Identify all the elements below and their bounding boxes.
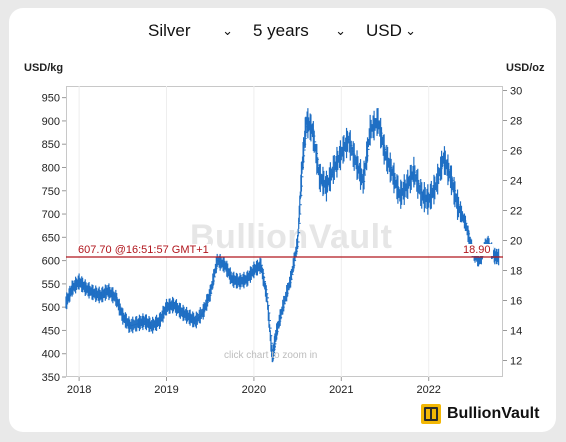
y2-tick-label: 26: [510, 146, 522, 158]
y-tick-label: 400: [42, 349, 60, 361]
y-tick-label: 850: [42, 139, 60, 151]
y2-tick-label: 22: [510, 206, 522, 218]
y2-tick-label: 16: [510, 296, 522, 308]
current-price-time: @16:51:57 GMT+1: [114, 244, 209, 256]
y-tick-label: 950: [42, 93, 60, 105]
y-tick-label: 700: [42, 209, 60, 221]
plot-area[interactable]: [66, 86, 503, 377]
current-price-value: 607.70: [78, 244, 112, 256]
current-price-oz-label: 18.90: [461, 244, 493, 256]
x-tick-label: 2018: [67, 384, 91, 396]
chevron-down-icon: ⌄: [405, 23, 416, 38]
y-tick-label: 350: [42, 372, 60, 384]
currency-select-value: USD: [366, 21, 402, 40]
brand-logo[interactable]: BullionVault: [420, 403, 539, 425]
y2-tick-label: 18: [510, 266, 522, 278]
y-tick-label: 900: [42, 116, 60, 128]
watermark: BullionVault: [190, 218, 393, 256]
brand-name: BullionVault: [447, 405, 540, 422]
left-axis-unit: USD/kg: [24, 62, 64, 74]
y-tick-label: 600: [42, 256, 60, 268]
y2-tick-label: 12: [510, 356, 522, 368]
y-tick-label: 450: [42, 325, 60, 337]
y-tick-label: 500: [42, 302, 60, 314]
right-axis-unit: USD/oz: [506, 62, 545, 74]
y-tick-label: 550: [42, 279, 60, 291]
y2-tick-label: 24: [510, 176, 522, 188]
y2-tick-label: 20: [510, 236, 522, 248]
x-tick-label: 2021: [329, 384, 353, 396]
chevron-down-icon: ⌄: [335, 23, 346, 38]
x-tick-label: 2020: [242, 384, 266, 396]
x-tick-label: 2022: [416, 384, 440, 396]
chevron-down-icon: ⌄: [222, 23, 233, 38]
period-select[interactable]: 5 years ⌄: [247, 17, 352, 45]
y2-tick-label: 28: [510, 116, 522, 128]
period-select-value: 5 years: [253, 21, 309, 40]
y2-tick-label: 14: [510, 326, 522, 338]
y-tick-label: 750: [42, 186, 60, 198]
zoom-hint: click chart to zoom in: [224, 350, 318, 361]
vault-icon: [421, 404, 441, 424]
current-price-label: 607.70 @16:51:57 GMT+1: [76, 244, 211, 256]
metal-select-value: Silver: [148, 21, 191, 40]
y-tick-label: 650: [42, 232, 60, 244]
currency-select[interactable]: USD ⌄: [360, 17, 422, 45]
y2-tick-label: 30: [510, 86, 522, 98]
x-tick-label: 2019: [154, 384, 178, 396]
metal-select[interactable]: Silver ⌄: [142, 17, 239, 45]
y-tick-label: 800: [42, 162, 60, 174]
